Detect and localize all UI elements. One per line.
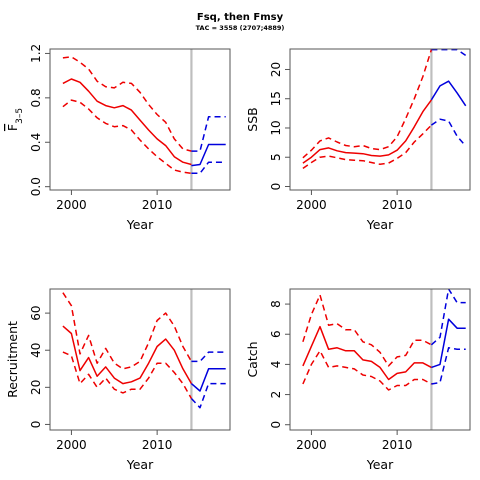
projection-estimate-catch [431,318,466,369]
y-tick-label-f-0: 0.0 [29,177,43,196]
y-axis-label-main-ssb: SSB [245,107,260,131]
historical-estimate-ssb [302,99,433,164]
projection-upper-bound-recruitment [191,351,226,363]
y-tick-label-catch-0: 0 [269,421,283,429]
projection-estimate-recruitment [190,368,226,392]
y-tick-label-catch-4: 8 [269,300,283,308]
projection-upper-bound-f [191,115,226,152]
plot-frame-recruitment [49,288,231,431]
x-tick-label-catch-1: 2010 [382,438,413,452]
x-tick-label-catch-0: 2000 [296,438,327,452]
series-group-ssb [302,49,467,170]
panel-recruitment: 2000 2010 0 20 40 60 Year Recruitment [5,288,231,472]
figure-title: Fsq, then Fmsy [197,12,284,23]
projection-upper-bound-catch [430,289,466,346]
y-tick-label-recruitment-3: 60 [29,305,43,320]
y-tick-label-f-1: 0.4 [29,133,43,152]
y-axis-label-main-catch: Catch [245,341,260,377]
y-tick-label-ssb-3: 15 [269,91,283,106]
x-tick-label-recruitment-0: 2000 [56,438,87,452]
figure-subtitle: TAC = 3558 (2707;4889) [196,24,285,32]
x-tick-label-ssb-0: 2000 [296,198,327,212]
plot-frame-catch [289,288,471,431]
y-tick-label-catch-1: 2 [269,391,283,399]
series-group-recruitment [62,292,226,409]
y-tick-label-catch-2: 4 [269,361,283,369]
projection-estimate-ssb [430,80,467,107]
x-tick-label-recruitment-1: 2010 [142,438,173,452]
x-tick-label-f-1: 2010 [142,198,173,212]
historical-upper-bound-recruitment [62,292,193,370]
y-axis-label-recruitment: Recruitment [5,321,20,398]
y-axis-label-f: F3–5 [5,108,25,131]
y-axis-label-subscript-f: 3–5 [15,108,25,124]
historical-lower-bound-ssb [302,124,432,170]
plot-frame-f [49,48,231,191]
y-tick-label-recruitment-1: 20 [29,380,43,395]
historical-estimate-f [62,78,192,166]
historical-lower-bound-f [62,99,192,175]
historical-lower-bound-catch [302,350,432,391]
x-axis-label-f: Year [126,217,154,232]
projection-lower-bound-catch [431,347,466,385]
y-tick-label-recruitment-2: 40 [29,343,43,358]
plot-frame-ssb [289,48,471,191]
historical-estimate-recruitment [62,325,193,385]
projection-estimate-f [191,143,226,167]
projection-lower-bound-ssb [430,118,467,147]
y-axis-label-ssb: SSB [245,107,260,131]
series-group-catch [302,289,466,391]
y-tick-label-ssb-0: 0 [269,183,283,191]
y-tick-label-recruitment-0: 0 [29,421,43,429]
x-tick-label-f-0: 2000 [56,198,87,212]
panel-f: 2000 2010 0.0 0.4 0.8 1.2 Year F3–5 [5,44,231,232]
y-axis-label-catch: Catch [245,341,260,377]
x-axis-label-ssb: Year [366,217,394,232]
y-tick-label-ssb-4: 20 [269,62,283,77]
historical-upper-bound-catch [302,294,432,367]
projection-upper-bound-ssb [431,49,467,57]
x-axis-label-recruitment: Year [126,457,154,472]
y-tick-label-f-3: 1.2 [29,44,43,63]
projection-lower-bound-f [191,161,226,175]
y-tick-label-f-2: 0.8 [29,88,43,107]
y-axis-label-main-f: F [5,124,20,131]
x-axis-label-catch: Year [366,457,394,472]
y-tick-label-catch-3: 6 [269,330,283,338]
panel-catch: 2000 2010 0 2 4 6 8 Year Catch [245,288,471,472]
y-axis-label-main-recruitment: Recruitment [5,321,20,398]
historical-upper-bound-f [62,56,192,152]
historical-estimate-catch [302,325,432,381]
series-group-f [62,56,226,175]
y-tick-label-ssb-1: 5 [269,153,283,161]
panel-ssb: 2000 2010 0 5 10 15 20 Year SSB [245,48,471,232]
x-tick-label-ssb-1: 2010 [382,198,413,212]
historical-lower-bound-recruitment [62,351,193,399]
y-tick-label-ssb-2: 10 [269,120,283,135]
historical-upper-bound-ssb [302,49,433,159]
